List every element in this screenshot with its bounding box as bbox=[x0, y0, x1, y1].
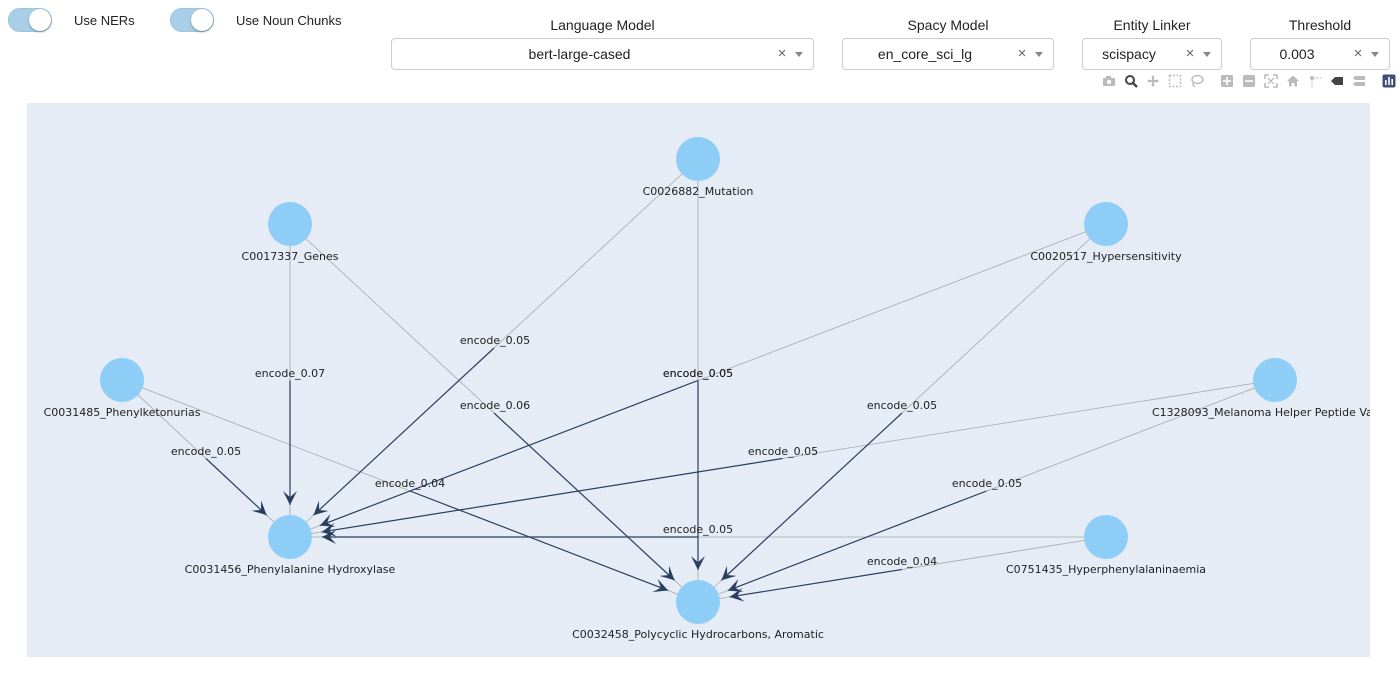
edge-label: encode_0.04 bbox=[867, 555, 937, 568]
clear-icon[interactable]: × bbox=[775, 39, 789, 69]
use-ners-toggle[interactable] bbox=[8, 8, 52, 32]
edge-arrow-shaft bbox=[730, 570, 902, 597]
use-ners-label: Use NERs bbox=[74, 13, 135, 28]
threshold-value: 0.003 bbox=[1251, 39, 1343, 69]
edge-label: encode_0.05 bbox=[171, 445, 241, 458]
toggle-knob bbox=[191, 9, 213, 31]
edge-arrow-shaft bbox=[494, 413, 675, 580]
edge-label: encode_0.05 bbox=[460, 334, 530, 347]
spike-lines-icon[interactable] bbox=[1304, 73, 1326, 89]
clear-icon[interactable]: × bbox=[1183, 39, 1197, 69]
node-label-mel: C1328093_Melanoma Helper Peptide Va bbox=[1152, 406, 1370, 419]
plotly-logo-icon[interactable] bbox=[1378, 73, 1400, 89]
chevron-down-icon[interactable] bbox=[795, 52, 803, 57]
edge-label: encode_0.04 bbox=[375, 477, 445, 490]
entity-linker-dropdown[interactable]: scispacy × bbox=[1082, 38, 1222, 70]
spacy-model-dropdown[interactable]: en_core_sci_lg × bbox=[842, 38, 1054, 70]
edge-label: encode_0.06 bbox=[460, 399, 530, 412]
node-label-mut: C0026882_Mutation bbox=[643, 185, 754, 198]
edge-label: encode_0.07 bbox=[255, 367, 325, 380]
edge-arrow-shaft bbox=[728, 491, 987, 591]
node-pku[interactable] bbox=[100, 358, 144, 402]
pan-icon[interactable] bbox=[1142, 73, 1164, 89]
chevron-down-icon[interactable] bbox=[1035, 52, 1043, 57]
plot-modebar bbox=[1098, 73, 1400, 89]
language-model-title: Language Model bbox=[391, 16, 814, 34]
edge-arrow-shaft bbox=[206, 459, 267, 516]
node-pah2[interactable] bbox=[676, 580, 720, 624]
node-mut[interactable] bbox=[676, 137, 720, 181]
chevron-down-icon[interactable] bbox=[1203, 52, 1211, 57]
toggle-knob bbox=[29, 9, 51, 31]
edge-label: encode_0.05 bbox=[663, 523, 733, 536]
camera-icon[interactable] bbox=[1098, 73, 1120, 89]
node-hpa[interactable] bbox=[1084, 515, 1128, 559]
node-pah[interactable] bbox=[268, 515, 312, 559]
node-label-pku: C0031485_Phenylketonurias bbox=[44, 406, 201, 419]
edge-label: encode_0.05 bbox=[952, 477, 1022, 490]
node-mel[interactable] bbox=[1253, 358, 1297, 402]
autoscale-icon[interactable] bbox=[1260, 73, 1282, 89]
home-icon[interactable] bbox=[1282, 73, 1304, 89]
clear-icon[interactable]: × bbox=[1015, 39, 1029, 69]
edge-arrow-shaft bbox=[313, 348, 494, 515]
spacy-model-value: en_core_sci_lg bbox=[843, 39, 1007, 69]
network-graph-svg: encode_0.07 encode_0.06 encode_0.05 encode_… bbox=[27, 103, 1370, 657]
lasso-icon[interactable] bbox=[1186, 73, 1208, 89]
zoom-icon[interactable] bbox=[1120, 73, 1142, 89]
entity-linker-value: scispacy bbox=[1083, 39, 1175, 69]
edge-arrow-shaft bbox=[322, 459, 783, 532]
spacy-model-title: Spacy Model bbox=[842, 16, 1054, 34]
clear-icon[interactable]: × bbox=[1351, 39, 1365, 69]
zoom-out-icon[interactable] bbox=[1238, 73, 1260, 89]
network-graph-plot[interactable]: encode_0.07 encode_0.06 encode_0.05 encode_… bbox=[27, 103, 1370, 657]
threshold-control: Threshold 0.003 × bbox=[1250, 16, 1390, 70]
node-label-pah2: C0032458_Polycyclic Hydrocarbons, Aromat… bbox=[572, 628, 824, 641]
entity-linker-control: Entity Linker scispacy × bbox=[1082, 16, 1222, 70]
threshold-title: Threshold bbox=[1250, 16, 1390, 34]
node-hyp[interactable] bbox=[1084, 202, 1128, 246]
entity-linker-title: Entity Linker bbox=[1082, 16, 1222, 34]
use-noun-chunks-label: Use Noun Chunks bbox=[236, 13, 342, 28]
use-noun-chunks-toggle[interactable] bbox=[170, 8, 214, 32]
chevron-down-icon[interactable] bbox=[1371, 52, 1379, 57]
language-model-control: Language Model bert-large-cased × bbox=[391, 16, 814, 70]
node-label-hyp: C0020517_Hypersensitivity bbox=[1030, 250, 1182, 263]
edge-arrow-shaft bbox=[410, 491, 668, 590]
language-model-dropdown[interactable]: bert-large-cased × bbox=[391, 38, 814, 70]
node-label-pah: C0031456_Phenylalanine Hydroxylase bbox=[185, 563, 396, 576]
language-model-value: bert-large-cased bbox=[392, 39, 767, 69]
node-label-hpa: C0751435_Hyperphenylalaninaemia bbox=[1006, 563, 1206, 576]
use-ners-toggle-group: Use NERs bbox=[8, 8, 135, 32]
hover-closest-icon[interactable] bbox=[1326, 73, 1348, 89]
node-label-genes: C0017337_Genes bbox=[242, 250, 339, 263]
node-genes[interactable] bbox=[268, 202, 312, 246]
edge-label: encode_0.05 bbox=[867, 399, 937, 412]
edge-label: encode_0.05 bbox=[663, 367, 733, 380]
zoom-in-icon[interactable] bbox=[1216, 73, 1238, 89]
threshold-dropdown[interactable]: 0.003 × bbox=[1250, 38, 1390, 70]
graph-nodes: C0026882_Mutation C0017337_Genes C0020517_… bbox=[44, 137, 1370, 641]
use-noun-chunks-toggle-group: Use Noun Chunks bbox=[170, 8, 342, 32]
spacy-model-control: Spacy Model en_core_sci_lg × bbox=[842, 16, 1054, 70]
hover-compare-icon[interactable] bbox=[1348, 73, 1370, 89]
edge-label: encode_0.05 bbox=[748, 445, 818, 458]
box-select-icon[interactable] bbox=[1164, 73, 1186, 89]
